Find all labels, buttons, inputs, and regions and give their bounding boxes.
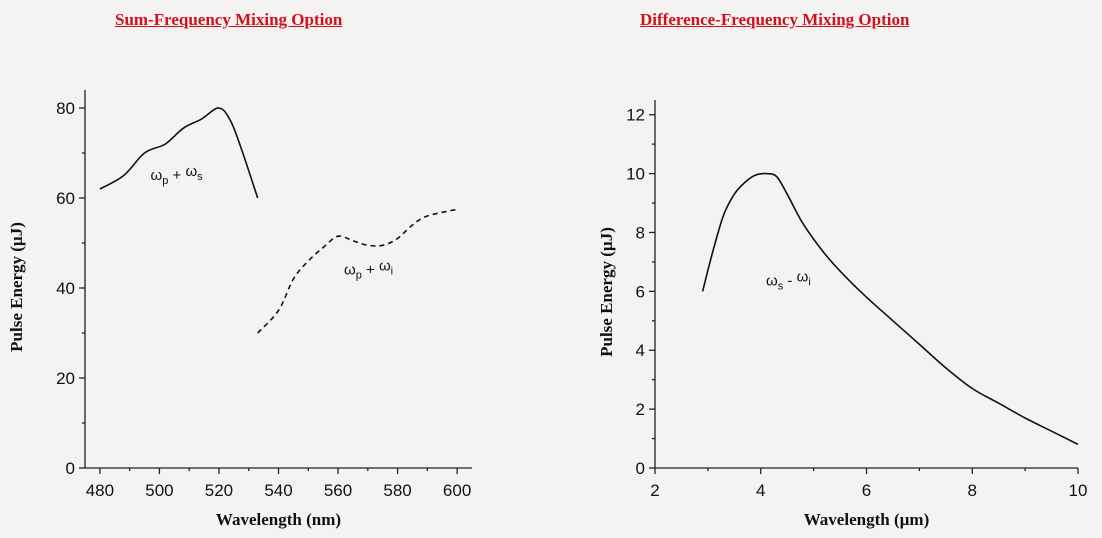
x-tick-label: 8	[968, 481, 977, 500]
x-tick-label: 4	[756, 481, 765, 500]
y-tick-label: 10	[626, 165, 645, 184]
x-tick-label: 600	[443, 481, 471, 500]
x-tick-label: 6	[862, 481, 871, 500]
y-tick-label: 0	[66, 459, 75, 478]
y-tick-label: 80	[56, 99, 75, 118]
series-line-sfm-idler	[257, 208, 458, 334]
y-tick-label: 60	[56, 189, 75, 208]
x-tick-label: 560	[324, 481, 352, 500]
series-line-sfm-signal	[99, 107, 259, 199]
y-axis-title: Pulse Energy (µJ)	[7, 222, 26, 352]
y-tick-label: 2	[636, 400, 645, 419]
chart-1: 0 20 40 60 80 480 500 520 540 560 580 600 Wavelength…	[7, 90, 472, 529]
x-tick-label: 520	[205, 481, 233, 500]
series-annotation-sfm-signal: ωp + ωs	[150, 163, 203, 187]
x-axis-title: Wavelength (µm)	[804, 510, 929, 529]
series-line-dfm	[701, 172, 1079, 446]
y-tick-label: 0	[636, 459, 645, 478]
x-tick-label: 10	[1069, 481, 1088, 500]
series-annotation-sfm-idler: ωp + ωi	[344, 258, 393, 282]
right-panel-title: Difference-Frequency Mixing Option	[640, 10, 910, 29]
y-tick-label: 20	[56, 369, 75, 388]
y-tick-label: 8	[636, 223, 645, 242]
y-tick-label: 40	[56, 279, 75, 298]
x-axis-title: Wavelength (nm)	[216, 510, 341, 529]
left-panel-title: Sum-Frequency Mixing Option	[115, 10, 343, 29]
series-annotation-dfm: ωs - ωi	[766, 268, 811, 292]
y-axis-title: Pulse Energy (µJ)	[597, 227, 616, 357]
y-tick-label: 4	[636, 341, 645, 360]
x-tick-label: 500	[145, 481, 173, 500]
x-tick-label: 2	[650, 481, 659, 500]
x-tick-label: 580	[383, 481, 411, 500]
x-tick-label: 540	[264, 481, 292, 500]
x-tick-label: 480	[86, 481, 114, 500]
y-tick-label: 12	[626, 106, 645, 125]
y-tick-label: 6	[636, 282, 645, 301]
